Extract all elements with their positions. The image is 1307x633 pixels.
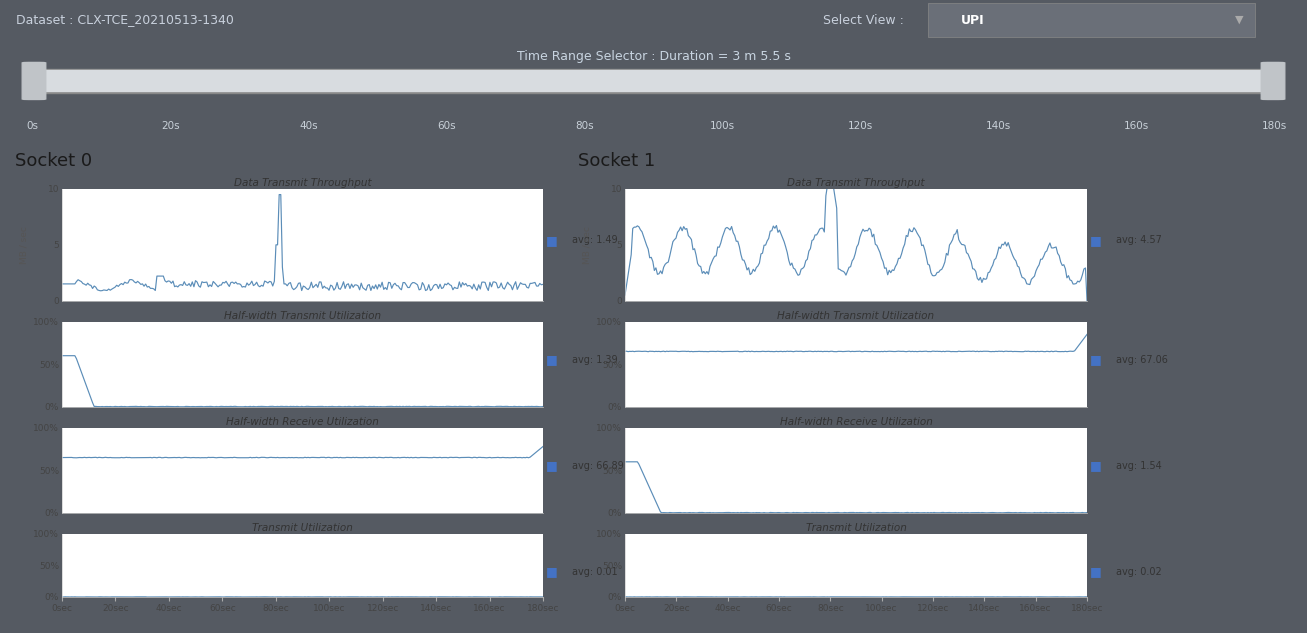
Text: Half-width Transmit Utilization: Half-width Transmit Utilization [223,311,382,321]
Text: 80s: 80s [575,121,593,130]
Text: ■: ■ [1090,353,1102,367]
FancyBboxPatch shape [22,63,46,99]
Text: Transmit Utilization: Transmit Utilization [805,523,907,533]
Text: 20s: 20s [161,121,180,130]
Text: Dataset : CLX-TCE_20210513-1340: Dataset : CLX-TCE_20210513-1340 [16,13,234,27]
FancyBboxPatch shape [928,3,1255,37]
Bar [34,70,1273,91]
Text: UPI: UPI [961,13,984,27]
Text: 0s: 0s [26,121,39,130]
Text: Half-width Transmit Utilization: Half-width Transmit Utilization [778,311,935,321]
Text: 60s: 60s [438,121,456,130]
Text: ■: ■ [546,234,558,247]
Text: ■: ■ [1090,234,1102,247]
Text: avg: 1.49: avg: 1.49 [572,235,618,246]
Text: Select View :: Select View : [823,13,908,27]
Text: ■: ■ [546,460,558,472]
Text: avg: 1.39: avg: 1.39 [572,354,618,365]
Text: Half-width Receive Utilization: Half-width Receive Utilization [779,417,932,427]
Text: avg: 0.02: avg: 0.02 [1116,567,1162,577]
Text: ▼: ▼ [1235,15,1244,25]
Text: Data Transmit Throughput: Data Transmit Throughput [234,178,371,188]
Text: avg: 1.54: avg: 1.54 [1116,461,1162,471]
Text: 100s: 100s [710,121,735,130]
Text: 160s: 160s [1124,121,1149,130]
FancyBboxPatch shape [1261,63,1285,99]
Bar [33,68,1274,93]
Text: Half-width Receive Utilization: Half-width Receive Utilization [226,417,379,427]
Text: avg: 66.89: avg: 66.89 [572,461,623,471]
Text: 140s: 140s [985,121,1012,130]
Text: ■: ■ [546,353,558,367]
Text: Transmit Utilization: Transmit Utilization [252,523,353,533]
Text: Data Transmit Throughput: Data Transmit Throughput [787,178,925,188]
Text: Socket 0: Socket 0 [16,153,93,170]
Text: Time Range Selector : Duration = 3 m 5.5 s: Time Range Selector : Duration = 3 m 5.5… [516,50,791,63]
Text: ■: ■ [1090,565,1102,579]
Text: ■: ■ [1090,460,1102,472]
Text: MB / sec: MB / sec [583,226,592,264]
Text: ■: ■ [546,565,558,579]
Text: 180s: 180s [1261,121,1287,130]
Text: avg: 4.57: avg: 4.57 [1116,235,1162,246]
Text: Socket 1: Socket 1 [578,153,656,170]
Text: 40s: 40s [299,121,318,130]
Text: 120s: 120s [848,121,873,130]
Text: avg: 0.01: avg: 0.01 [572,567,618,577]
Text: avg: 67.06: avg: 67.06 [1116,354,1168,365]
Text: MB / sec: MB / sec [20,226,29,264]
